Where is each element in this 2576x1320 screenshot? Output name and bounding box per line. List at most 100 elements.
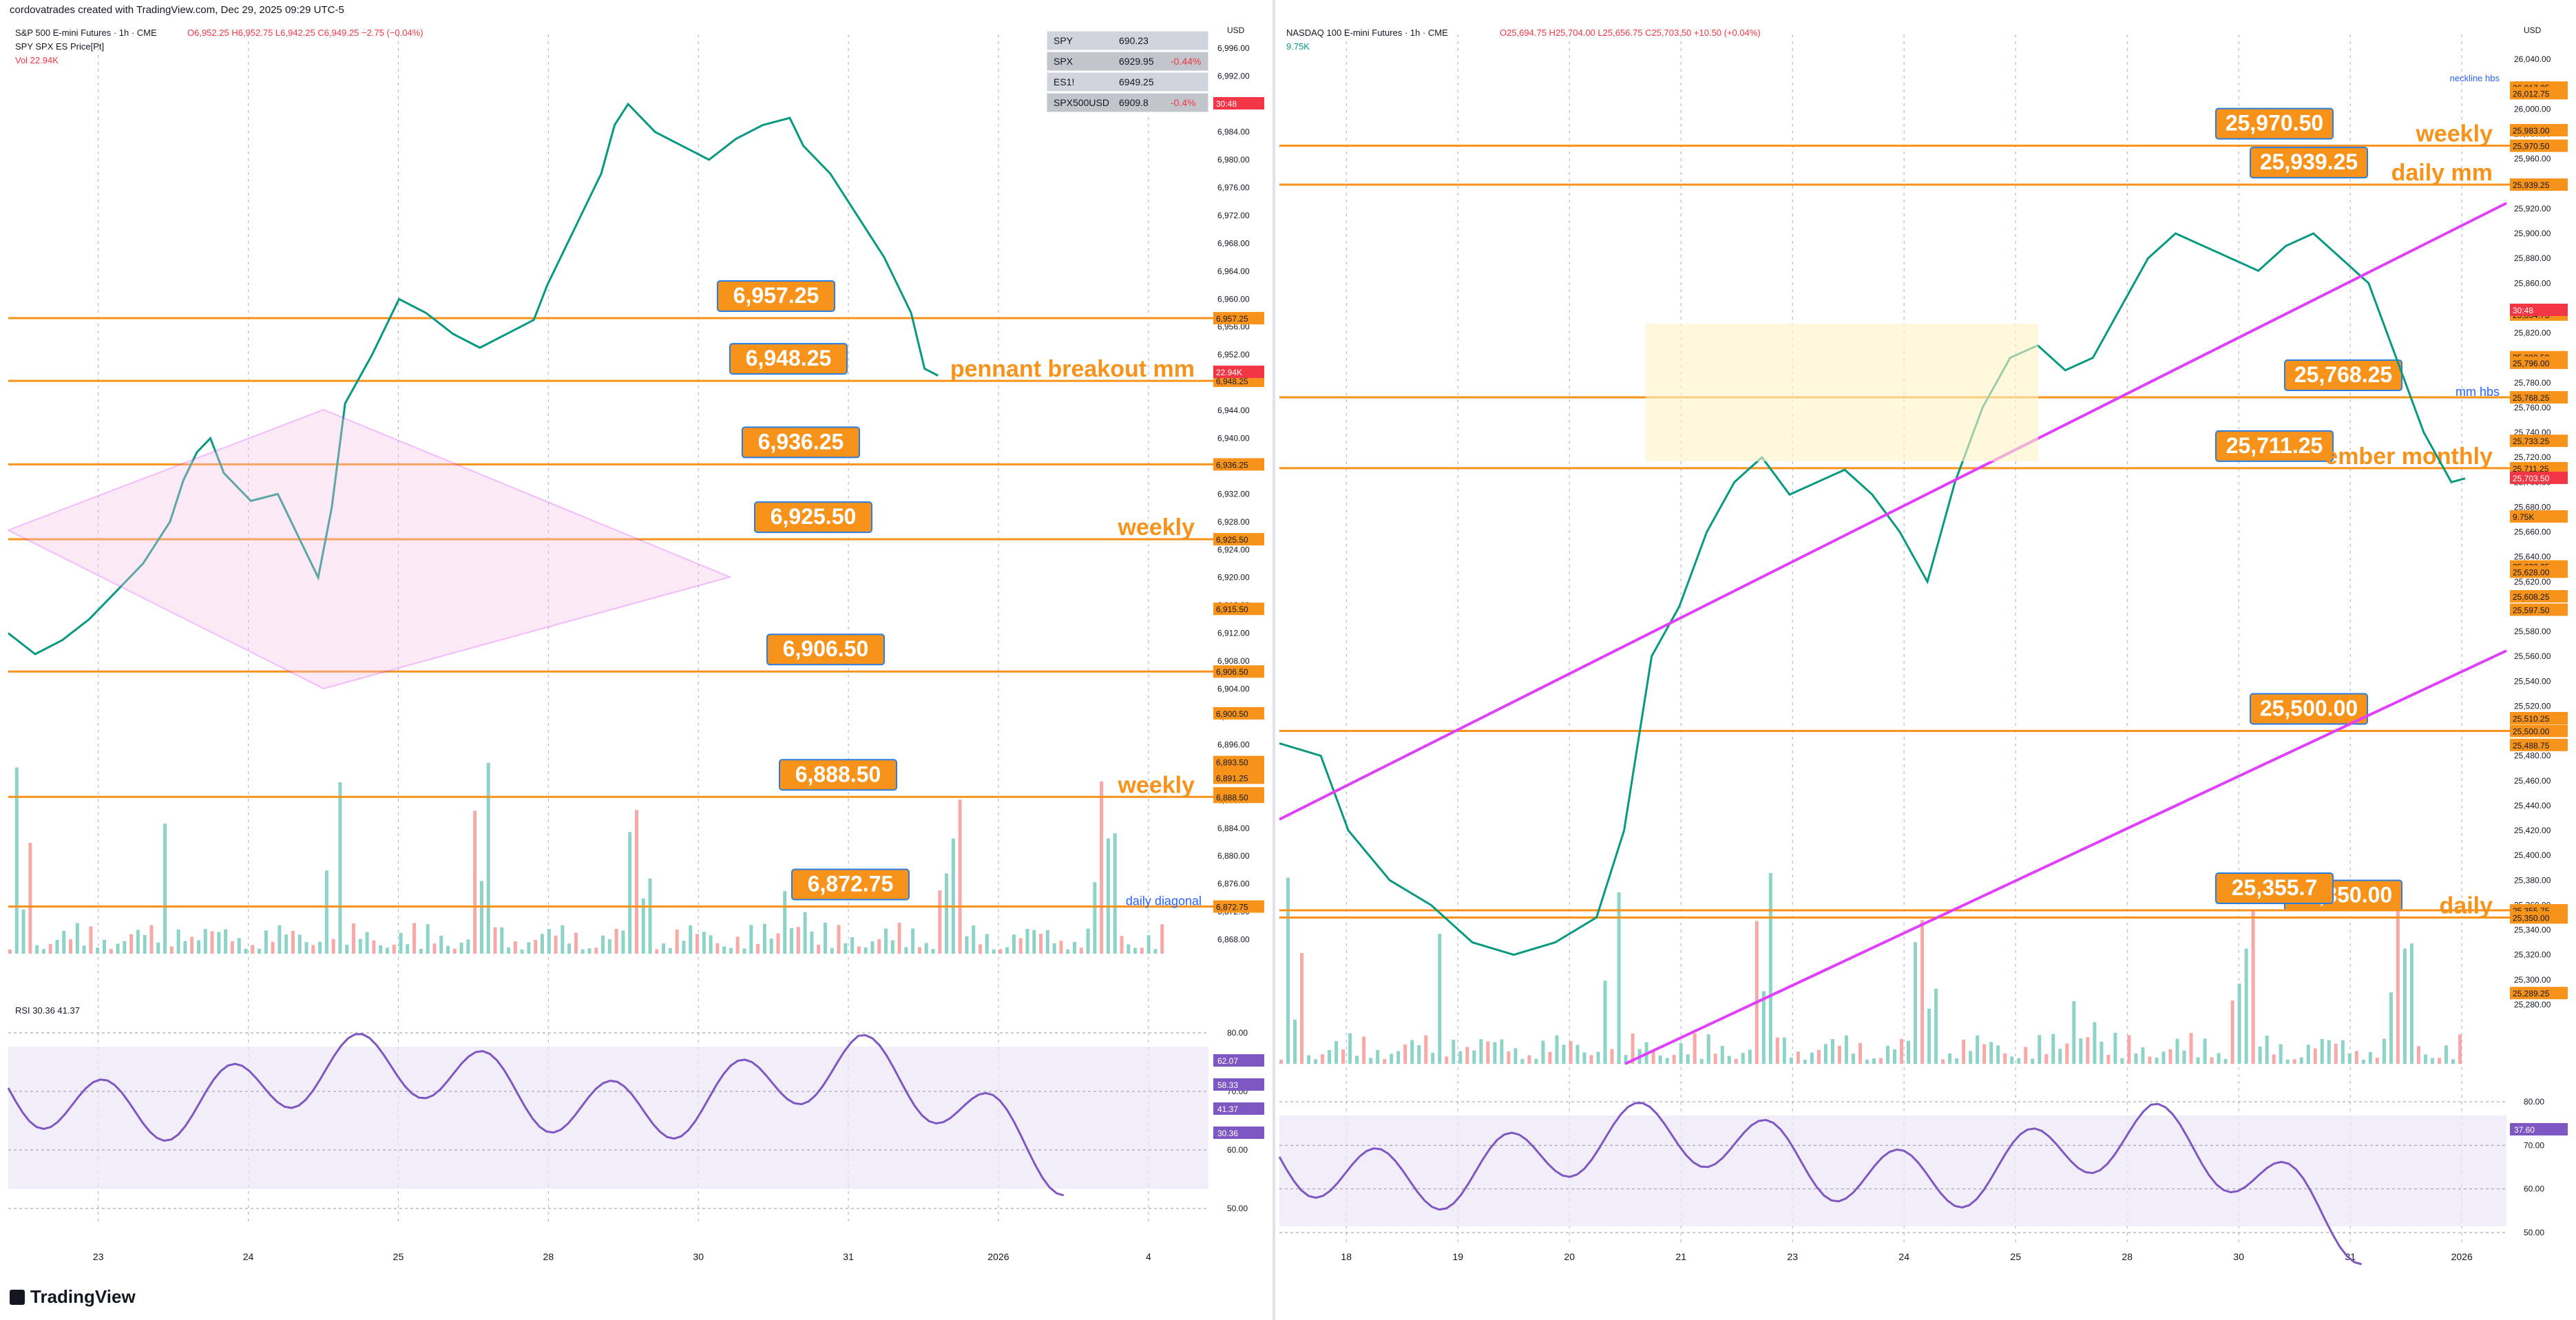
tradingview-logo-icon	[10, 1290, 25, 1305]
axis-price-tag-text: 6,893.50	[1216, 758, 1248, 768]
volume-bar	[1955, 1058, 1959, 1064]
volume-bar	[1541, 1040, 1545, 1064]
volume-bar	[857, 946, 861, 954]
volume-bar	[702, 932, 706, 954]
axis-price-tag	[2510, 589, 2568, 603]
rsi-tick-label: 70.00	[2524, 1140, 2544, 1150]
volume-bar	[911, 928, 915, 954]
volume-bar	[2416, 1046, 2420, 1064]
volume-bar	[1146, 935, 1151, 954]
axis-price-tag-text: 6,900.50	[1216, 709, 1248, 719]
volume-bar	[2292, 1059, 2296, 1064]
level-callout-text: 25,355.7	[2232, 875, 2318, 900]
volume-bar	[35, 945, 39, 954]
axis-price-tag	[2510, 603, 2568, 616]
axis-price-tag	[2510, 738, 2568, 751]
volume-bar	[399, 932, 403, 954]
axis-price-tag-text: 6,891.25	[1216, 773, 1248, 783]
volume-bar	[479, 881, 483, 954]
volume-bar	[567, 943, 572, 954]
volume-bar	[1106, 838, 1110, 954]
volume-bar	[2272, 1054, 2276, 1064]
level-annotation: weekly	[1117, 514, 1195, 541]
ohlc-readout: O25,694.75 H25,704.00 L25,656.75 C25,703…	[1500, 28, 1761, 38]
volume-bar	[2237, 983, 2241, 1064]
volume-bar	[1025, 928, 1029, 954]
volume-bar	[1410, 1040, 1414, 1064]
rsi-tick-label: 80.00	[2524, 1097, 2544, 1107]
volume-bar	[534, 939, 538, 954]
x-tick-label: 21	[1675, 1251, 1686, 1262]
volume-bar	[1589, 1055, 1593, 1064]
volume-bar	[1969, 1051, 1973, 1064]
volume-bar	[1727, 1056, 1731, 1064]
volume-bar	[2079, 1038, 2083, 1064]
axis-price-tag	[2510, 434, 2568, 448]
volume-bar	[1086, 928, 1090, 954]
x-tick-label: 23	[93, 1251, 104, 1262]
volume-bar	[1012, 934, 1016, 954]
trendline-lower	[1624, 649, 2507, 1065]
level-callout-box	[766, 633, 885, 666]
volume-bar	[1569, 1040, 1573, 1064]
x-tick-label: 24	[1898, 1251, 1909, 1262]
volume-bar	[1830, 1039, 1834, 1064]
chart-panel-nq: 18 19 20 21 23 24 25 28 30 31 2026 25,280.00 25,300.…	[1278, 25, 2572, 1266]
x-tick-label: 2026	[987, 1251, 1009, 1262]
watchlist-row	[1046, 92, 1209, 113]
y-tick-label: 6,944.00	[1217, 406, 1250, 415]
volume-bar	[2010, 1056, 2014, 1064]
tradingview-logo[interactable]: TradingView	[10, 1286, 136, 1308]
volume-bar	[258, 948, 262, 954]
x-tick-label: 28	[543, 1251, 554, 1262]
volume-bar	[2354, 1051, 2358, 1064]
volume-bar	[513, 941, 517, 954]
volume-bar	[2113, 1032, 2117, 1064]
volume-bar	[689, 925, 693, 954]
y-tick-label: 25,320.00	[2514, 950, 2551, 960]
rsi-tag	[1213, 1054, 1264, 1067]
volume-bar	[1920, 920, 1925, 1064]
volume-bar	[1575, 1045, 1580, 1064]
volume-bar	[1651, 1050, 1655, 1064]
volume-bar	[1962, 1039, 1966, 1064]
volume-bar	[2402, 948, 2407, 1064]
volume-bar	[580, 949, 585, 954]
y-tick-label: 26,040.00	[2514, 54, 2551, 64]
level-callout-box	[754, 501, 872, 534]
watchlist-last: 6949.25	[1119, 76, 1154, 87]
volume-bar	[486, 762, 490, 954]
price-series-line	[1279, 232, 2466, 956]
axis-price-tag	[2510, 304, 2568, 316]
watchlist-symbol: SPX500USD	[1054, 97, 1109, 108]
y-tick-label: 6,908.00	[1217, 656, 1250, 666]
volume-bar	[1982, 1044, 1987, 1064]
x-tick-label: 31	[2345, 1251, 2356, 1262]
volume-bar	[2341, 1040, 2345, 1064]
volume-bar	[790, 928, 794, 954]
volume-bar	[466, 939, 470, 954]
volume-bar	[432, 943, 437, 954]
volume-bar	[1286, 877, 1290, 1064]
volume-bar	[614, 928, 618, 954]
x-tick-label: 30	[2233, 1251, 2244, 1262]
volume-bar	[695, 934, 700, 954]
y-tick-label: 6,924.00	[1217, 545, 1250, 554]
y-tick-label: 6,868.00	[1217, 935, 1250, 945]
rsi-tag	[2510, 1123, 2568, 1135]
volume-bar	[1079, 947, 1083, 954]
watchlist-last: 690.23	[1119, 35, 1149, 46]
volume-bar	[244, 948, 248, 954]
axis-price-tag	[1213, 706, 1264, 720]
volume-bar	[1018, 938, 1023, 954]
volume-bar	[2210, 1057, 2214, 1064]
volume-bar	[2072, 1001, 2076, 1064]
level-callout-box	[742, 426, 860, 459]
volume-bar	[958, 799, 962, 954]
y-tick-label: 25,900.00	[2514, 229, 2551, 238]
axis-price-tag	[2510, 987, 2568, 1000]
volume-bar	[830, 947, 834, 954]
volume-bar	[1362, 1036, 1366, 1064]
volume-bar	[783, 890, 787, 954]
